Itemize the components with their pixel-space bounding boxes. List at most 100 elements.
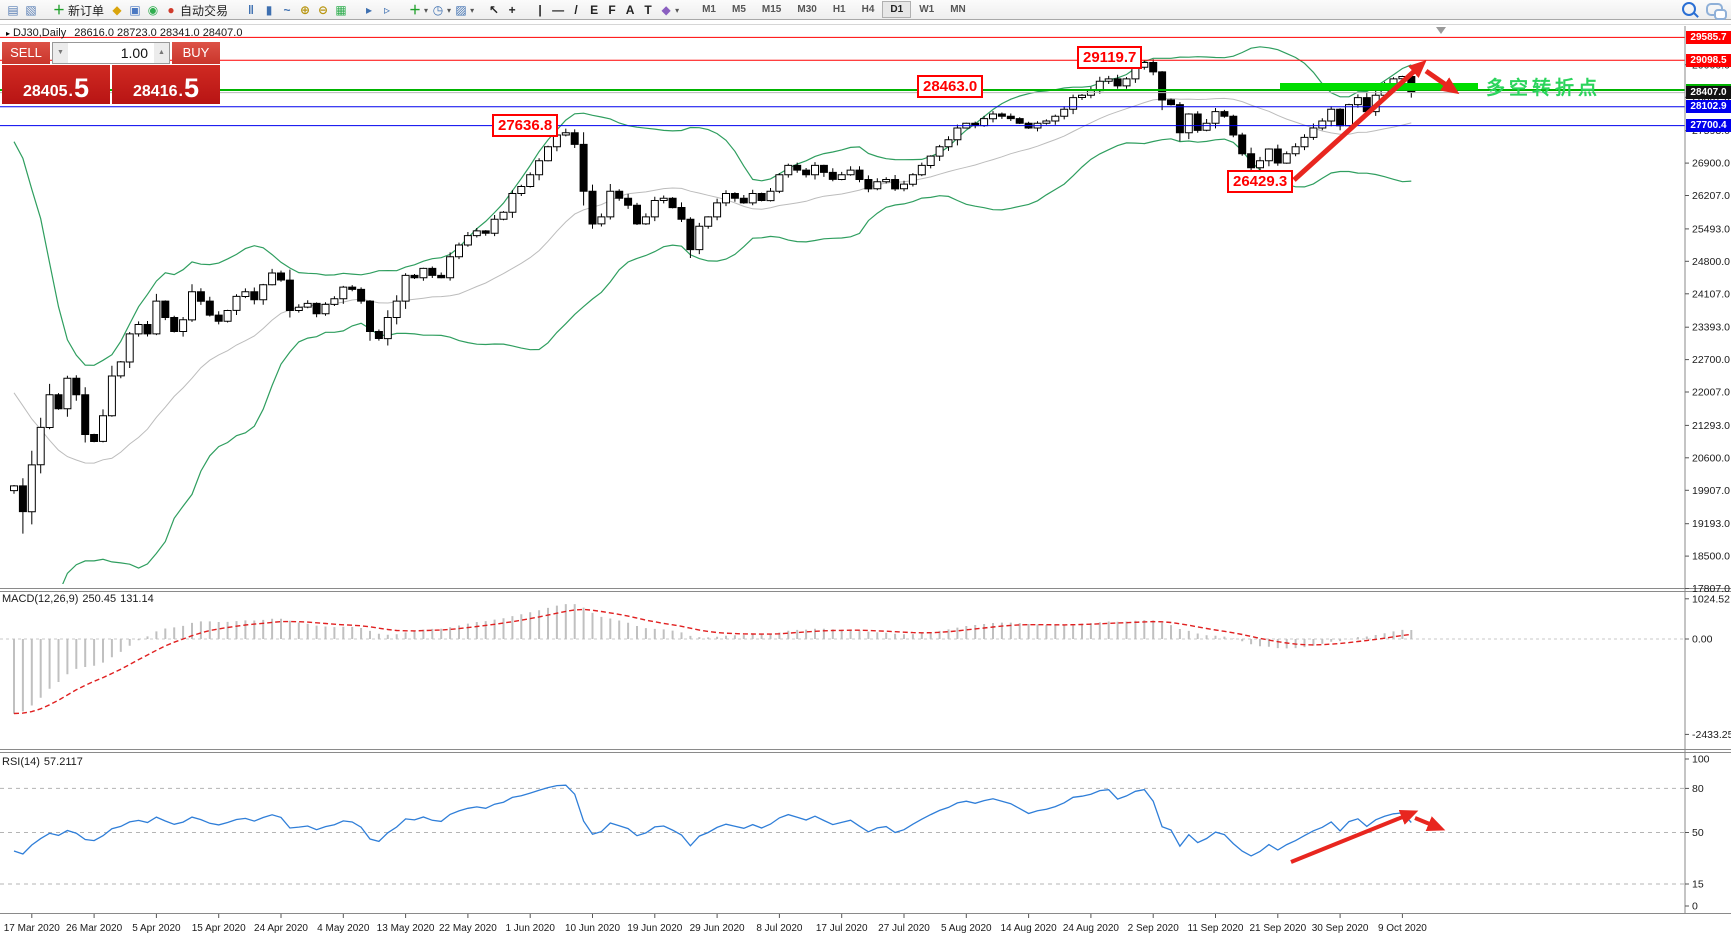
chart-shift-icon: ▹ <box>384 2 391 17</box>
date-label: 13 May 2020 <box>377 923 435 934</box>
chart-shift-icon[interactable]: ▹ <box>379 2 395 18</box>
one-click-trading-panel: SELL ▼ 1.00 ▲ BUY 28405. 5 28416. 5 <box>2 42 220 104</box>
crosshair-icon[interactable]: + <box>504 2 520 18</box>
price-tick: 22700.0 <box>1692 354 1730 366</box>
text-icon[interactable]: A <box>622 2 638 18</box>
equidistant-channel-icon[interactable]: E <box>586 2 602 18</box>
timeframe-button-M5[interactable]: M5 <box>732 4 746 15</box>
periods-icon[interactable]: ◷ ▾ <box>430 2 451 18</box>
rsi-label: RSI(14) 57.2117 <box>2 756 83 768</box>
cursor-icon: ↖ <box>489 2 500 17</box>
autotrading-icon[interactable]: ● 自动交易 <box>163 2 231 18</box>
options-icon[interactable]: ▣ <box>127 2 143 18</box>
templates-icon[interactable]: ▨ ▾ <box>453 2 474 18</box>
line-chart-icon: ~ <box>283 2 291 17</box>
buy-price-pip: 5 <box>183 73 199 103</box>
auto-scroll-icon: ▸ <box>366 2 373 17</box>
fibonacci-icon[interactable]: F <box>604 2 620 18</box>
text-label-icon[interactable]: T <box>640 2 656 18</box>
timeframe-button-M15[interactable]: M15 <box>761 4 782 15</box>
timeframe-button-MN[interactable]: MN <box>950 4 966 15</box>
dropdown-caret-icon[interactable]: ▾ <box>675 5 680 15</box>
tile-windows-icon[interactable]: ▦ <box>333 2 349 18</box>
new-order-icon[interactable]: ＋新订单 <box>51 2 107 18</box>
timeframe-button-H1[interactable]: H1 <box>832 4 846 15</box>
volume-input[interactable]: 1.00 <box>120 45 148 61</box>
dropdown-caret-icon[interactable]: ▾ <box>470 5 475 15</box>
macd-scale-tick: 0.00 <box>1692 634 1713 646</box>
main-chart-pane[interactable] <box>10 46 1416 653</box>
trend-arrow-rsi-1[interactable] <box>1290 809 1419 864</box>
timeframe-button-D1[interactable]: D1 <box>882 1 912 18</box>
metaeditor-icon[interactable]: ◆ <box>109 2 125 18</box>
bar-chart-icon[interactable]: ‖ <box>243 2 259 18</box>
trend-arrow-main-1[interactable] <box>1292 59 1427 182</box>
vertical-line-icon[interactable]: | <box>532 2 548 18</box>
zoom-out-icon[interactable]: ⊖ <box>315 2 331 18</box>
volume-increase-button[interactable]: ▲ <box>154 43 169 63</box>
market-watch-icon[interactable]: ▤ <box>5 2 21 18</box>
text-label-icon: T <box>644 2 652 17</box>
ohlc-low: 28341.0 <box>159 27 200 39</box>
turning-point-zone[interactable] <box>1280 83 1478 90</box>
rsi-pane[interactable] <box>0 784 1685 885</box>
zoom-in-icon[interactable]: ⊕ <box>297 2 313 18</box>
search-icon[interactable] <box>1682 2 1696 16</box>
buy-button[interactable]: BUY <box>172 42 220 64</box>
pane-separator[interactable] <box>0 752 1731 753</box>
sell-button[interactable]: SELL <box>2 42 50 64</box>
date-label: 24 Aug 2020 <box>1063 923 1120 934</box>
buy-price-panel[interactable]: 28416. 5 <box>112 65 220 104</box>
timeframe-button-M30[interactable]: M30 <box>797 4 817 15</box>
level-badge-29585.7: 29585.7 <box>1686 30 1731 44</box>
macd-pane[interactable] <box>0 604 1685 715</box>
chat-icon[interactable] <box>1706 2 1727 20</box>
pane-separator[interactable] <box>0 591 1731 592</box>
date-label: 24 Apr 2020 <box>254 923 308 934</box>
window-frame-line <box>0 24 1731 25</box>
trendline-icon: / <box>574 2 578 17</box>
dropdown-caret-icon[interactable]: ▾ <box>424 5 429 15</box>
volume-decrease-button[interactable]: ▼ <box>53 43 68 63</box>
rsi-scale-tick: 100 <box>1692 754 1710 766</box>
price-tag-27636.8[interactable]: 27636.8 <box>492 114 559 137</box>
cursor-icon[interactable]: ↖ <box>486 2 502 18</box>
candlestick-chart-icon[interactable]: ▮ <box>261 2 277 18</box>
trend-arrow-rsi-2[interactable] <box>1414 816 1446 831</box>
buy-price-main: 28416 <box>133 83 178 100</box>
timeframe-button-H4[interactable]: H4 <box>861 4 875 15</box>
indicators-icon[interactable]: ＋ ▾ <box>407 2 428 18</box>
price-tag-29119.7[interactable]: 29119.7 <box>1077 46 1143 69</box>
price-tick: 26900.0 <box>1692 158 1730 170</box>
sell-price-panel[interactable]: 28405. 5 <box>2 65 110 104</box>
horizontal-line-icon[interactable]: — <box>550 2 566 18</box>
date-label: 9 Oct 2020 <box>1378 923 1427 934</box>
pane-separator[interactable] <box>0 749 1731 750</box>
trendline-icon[interactable]: / <box>568 2 584 18</box>
ohlc-open: 28616.0 <box>74 27 114 39</box>
timeframe-button-M1[interactable]: M1 <box>702 4 716 15</box>
pane-separator[interactable] <box>0 588 1731 589</box>
price-axis[interactable] <box>1685 64 1689 907</box>
chart-shift-marker[interactable] <box>1436 27 1446 34</box>
navigator-icon[interactable]: ▧ <box>23 2 39 18</box>
price-tag-26429.3[interactable]: 26429.3 <box>1227 170 1294 193</box>
date-label: 17 Mar 2020 <box>4 923 61 934</box>
timeframe-button-W1[interactable]: W1 <box>919 4 935 15</box>
pane-separator[interactable] <box>0 913 1731 914</box>
arrows-icon[interactable]: ◆ ▾ <box>658 2 679 18</box>
line-chart-icon[interactable]: ~ <box>279 2 295 18</box>
dropdown-caret-icon[interactable]: ▾ <box>447 5 452 15</box>
sell-price-main: 28405 <box>23 83 68 100</box>
macd-signal-line <box>13 608 1412 715</box>
auto-scroll-icon[interactable]: ▸ <box>361 2 377 18</box>
time-axis[interactable] <box>31 914 1403 918</box>
title-collapse-icon[interactable]: ▸ <box>6 29 11 38</box>
macd-histogram <box>13 604 1413 714</box>
price-tag-28463.0[interactable]: 28463.0 <box>917 75 984 98</box>
date-label: 29 Jun 2020 <box>690 923 745 934</box>
signals-icon[interactable]: ◉ <box>145 2 161 18</box>
arrows-icon: ◆ <box>661 2 671 17</box>
trend-arrow-main-2[interactable] <box>1424 68 1460 95</box>
